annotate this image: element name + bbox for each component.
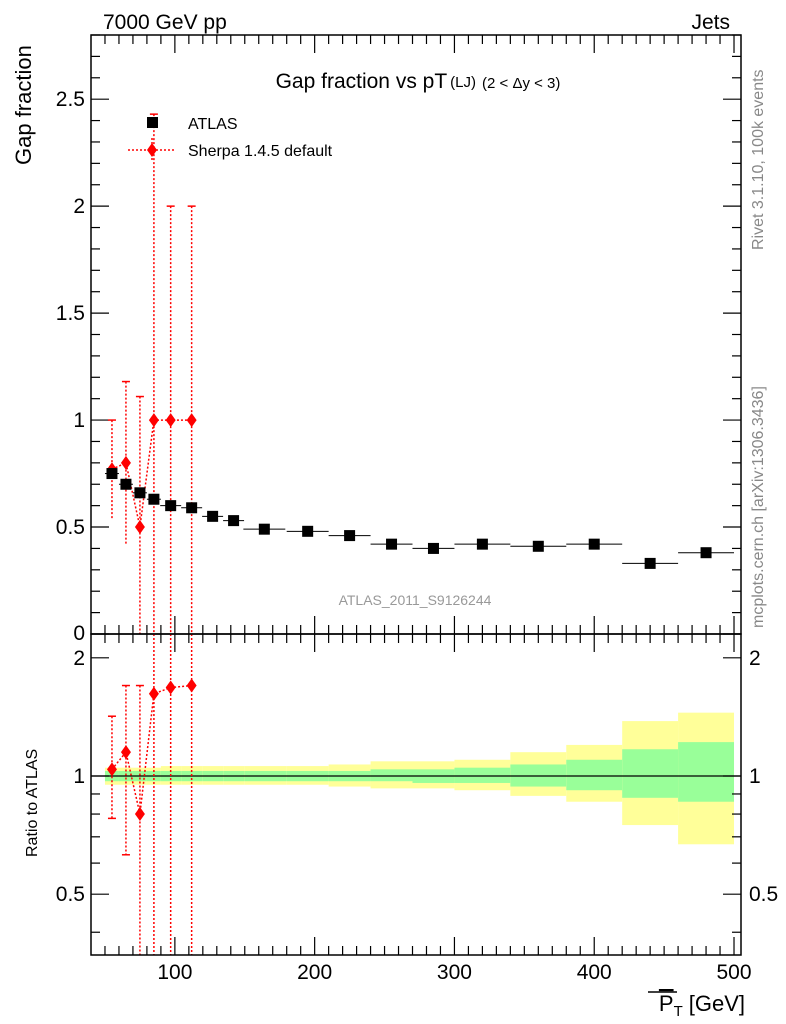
sherpa-point (165, 413, 176, 428)
atlas-point (476, 538, 488, 550)
header-left: 7000 GeV pp (103, 11, 227, 34)
atlas-point (588, 538, 600, 550)
ratio-band-inner (370, 769, 413, 782)
sherpa-point (120, 455, 131, 470)
analysis-label: ATLAS_2011_S9126244 (339, 592, 492, 608)
ratio-y-tick-label-left: 2 (73, 647, 85, 670)
y-tick-label: 1 (73, 409, 85, 432)
atlas-point (134, 487, 146, 499)
atlas-point (148, 493, 160, 505)
sherpa-ratio-point (186, 678, 197, 693)
ratio-y-tick-label-right: 0.5 (749, 883, 778, 906)
sherpa-ratio-point (120, 745, 131, 760)
ratio-y-tick-label-left: 0.5 (56, 883, 85, 906)
ratio-y-tick-label-right: 2 (749, 647, 761, 670)
x-tick-label: 400 (577, 961, 612, 984)
sherpa-point (134, 520, 145, 535)
atlas-point (186, 502, 198, 514)
y-axis-label: Gap fraction (11, 45, 36, 165)
ratio-band-inner (454, 767, 511, 783)
y-tick-label: 2.5 (56, 88, 85, 111)
plot-title: Gap fraction vs pT (LJ) (2 < Δy < 3) (276, 70, 561, 93)
atlas-point (228, 515, 240, 527)
legend-label-atlas: ATLAS (188, 116, 238, 133)
x-axis-label: PT [GeV] (659, 991, 745, 1020)
atlas-point (120, 478, 132, 490)
atlas-point (386, 538, 398, 550)
side-label-bottom: mcplots.cern.ch [arXiv:1306.3436] (750, 386, 767, 628)
atlas-point (302, 525, 314, 537)
sherpa-line (111, 419, 192, 528)
main-panel: 0.5 1 1.5 2 2.5 0 Gap fraction vs pT (LJ) (2 < … (11, 34, 742, 645)
x-tick-label: 100 (157, 961, 192, 984)
ratio-y-tick-label-right: 1 (749, 765, 761, 788)
sherpa-ratio-point (106, 762, 117, 777)
atlas-point (258, 523, 270, 535)
sherpa-ratio-point (134, 807, 145, 822)
y-tick-label: 1.5 (56, 302, 85, 325)
ratio-band-inner (566, 759, 623, 791)
sherpa-point (186, 413, 197, 428)
atlas-point (207, 510, 219, 522)
x-tick-label: 200 (297, 961, 332, 984)
y-tick-label: 0.5 (56, 516, 85, 539)
atlas-point (644, 557, 656, 569)
atlas-point (106, 468, 118, 480)
sherpa-ratio-point (165, 680, 176, 695)
atlas-point (700, 547, 712, 559)
side-label-top: Rivet 3.1.10, 100k events (750, 69, 767, 250)
legend-label-sherpa: Sherpa 1.4.5 default (188, 143, 333, 160)
ratio-y-tick-label-left: 1 (73, 765, 85, 788)
atlas-point (165, 500, 177, 512)
legend-marker-sherpa (147, 143, 157, 157)
legend-marker-atlas (147, 117, 158, 128)
y-tick-label: 2 (73, 195, 85, 218)
ratio-y-axis-label: Ratio to ATLAS (24, 749, 41, 857)
ratio-panel: 0.5 0.5 1 1 2 2 Ratio to ATLAS 100 200 300 400 50… (24, 633, 778, 1020)
x-tick-label: 500 (716, 961, 751, 984)
sherpa-point (148, 413, 159, 428)
atlas-point (427, 542, 439, 554)
sherpa-ratio-point (148, 686, 159, 701)
atlas-point (532, 540, 544, 552)
ratio-panel-frame (90, 633, 742, 956)
y-tick-label-zero: 0 (73, 622, 85, 645)
x-tick-label: 300 (437, 961, 472, 984)
atlas-point (344, 530, 356, 542)
legend: ATLAS Sherpa 1.4.5 default (128, 116, 333, 162)
ratio-band-inner (678, 742, 735, 802)
ratio-band-inner (622, 749, 679, 798)
header-right: Jets (691, 11, 730, 34)
